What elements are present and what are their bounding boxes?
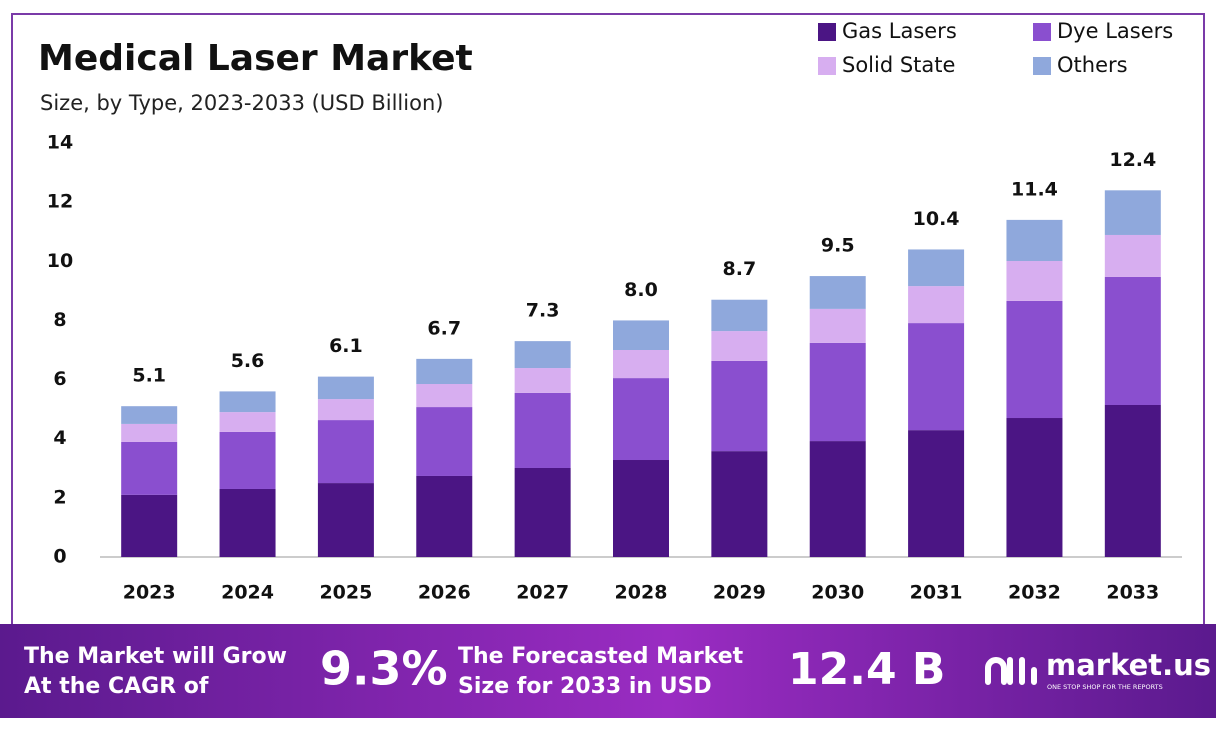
cagr-text: The Market will Grow [24, 644, 287, 669]
bar-segment [809, 441, 866, 557]
total-label: 5.6 [231, 350, 265, 372]
bar-segment [317, 376, 374, 400]
bar-segment [908, 286, 965, 324]
bar-segment [416, 407, 473, 476]
bar-segment [908, 323, 965, 431]
forecast-value: 12.4 B [788, 644, 945, 695]
bar-segment [908, 249, 965, 287]
x-tick-label: 2032 [1008, 582, 1061, 604]
forecast-text: The Forecasted Market [458, 644, 744, 669]
footer-banner [0, 624, 1216, 718]
x-tick-label: 2030 [811, 582, 864, 604]
total-label: 9.5 [821, 235, 855, 257]
bar-segment [908, 430, 965, 557]
x-tick-label: 2023 [123, 582, 176, 604]
x-tick-label: 2033 [1106, 582, 1159, 604]
bar-segment [1104, 276, 1161, 406]
x-tick-label: 2027 [516, 582, 569, 604]
bar-segment [711, 331, 768, 361]
bar-segment [711, 451, 768, 557]
legend-swatch [818, 23, 836, 41]
bar-segment [219, 488, 276, 557]
bar-segment [317, 399, 374, 421]
bar-segment [219, 431, 276, 489]
bar-segment [1006, 260, 1063, 301]
total-label: 8.7 [723, 258, 757, 280]
x-tick-label: 2029 [713, 582, 766, 604]
bar-segment [121, 423, 178, 442]
bar-segment [121, 406, 178, 424]
bar-segment [416, 475, 473, 557]
chart-subtitle: Size, by Type, 2023-2033 (USD Billion) [40, 91, 443, 115]
y-tick-label: 10 [47, 250, 73, 272]
y-tick-label: 6 [53, 368, 66, 390]
bar-segment [1104, 405, 1161, 557]
forecast-text: Size for 2033 in USD [458, 674, 712, 699]
cagr-value: 9.3% [320, 642, 448, 696]
y-tick-label: 8 [53, 309, 66, 331]
bar-segment [711, 360, 768, 452]
x-tick-label: 2028 [615, 582, 668, 604]
total-label: 6.7 [427, 317, 461, 339]
y-tick-label: 14 [47, 132, 73, 154]
x-tick-label: 2024 [221, 582, 274, 604]
bar-segment [317, 420, 374, 484]
bar-segment [416, 358, 473, 385]
bar-segment [514, 368, 571, 393]
bar-segment [219, 391, 276, 413]
bar-segment [1006, 418, 1063, 557]
bar-segment [711, 299, 768, 332]
bar-segment [121, 441, 178, 495]
legend-swatch [1033, 23, 1051, 41]
bar-segment [613, 460, 669, 557]
bar-segment [613, 320, 669, 350]
bar-segment [514, 341, 571, 369]
bar-segment [1104, 234, 1161, 277]
y-tick-label: 2 [53, 486, 66, 508]
brand-name: market.us [1046, 648, 1211, 682]
total-label: 11.4 [1011, 178, 1058, 200]
bar-segment [514, 467, 571, 557]
brand-logo [985, 657, 1037, 685]
cagr-text: At the CAGR of [24, 674, 209, 699]
bar-segment [809, 276, 866, 309]
x-tick-label: 2026 [418, 582, 471, 604]
total-label: 5.1 [132, 365, 166, 387]
bar-segment [809, 308, 866, 343]
bar-segment [121, 494, 178, 557]
total-label: 6.1 [329, 335, 363, 357]
brand-tagline: ONE STOP SHOP FOR THE REPORTS [1047, 683, 1163, 691]
total-label: 12.4 [1109, 149, 1156, 171]
chart-title: Medical Laser Market [38, 38, 473, 79]
y-tick-label: 12 [47, 191, 73, 213]
bar-segment [613, 350, 669, 379]
x-tick-label: 2031 [910, 582, 963, 604]
bar-segment [317, 483, 374, 557]
total-label: 10.4 [913, 208, 960, 230]
bar-segment [1006, 219, 1063, 261]
legend-label: Solid State [842, 53, 955, 77]
total-label: 7.3 [526, 300, 560, 322]
legend-swatch [1033, 57, 1051, 75]
legend-swatch [818, 57, 836, 75]
total-label: 8.0 [624, 279, 658, 301]
legend-label: Gas Lasers [842, 19, 957, 43]
legend-label: Dye Lasers [1057, 19, 1173, 43]
bar-segment [514, 392, 571, 468]
bar-segment [1104, 190, 1161, 235]
legend-label: Others [1057, 53, 1128, 77]
y-tick-label: 4 [53, 427, 66, 449]
bar-segment [219, 412, 276, 432]
footer: The Market will Grow At the CAGR of 9.3%… [24, 642, 1211, 700]
bar-segment [613, 378, 669, 461]
bar-segment [1006, 300, 1063, 419]
x-tick-label: 2025 [319, 582, 372, 604]
bar-segment [416, 384, 473, 408]
bar-segment [809, 342, 866, 442]
y-tick-label: 0 [53, 546, 66, 568]
